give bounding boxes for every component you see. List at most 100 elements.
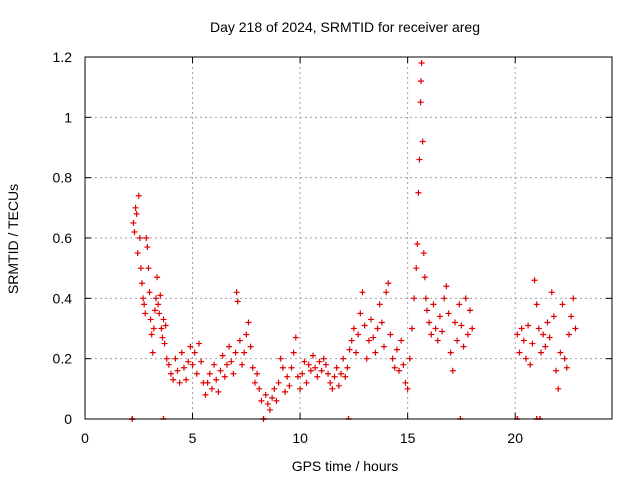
data-point	[451, 319, 458, 326]
data-point	[211, 361, 218, 368]
data-point	[355, 331, 362, 338]
data-point	[348, 337, 355, 344]
data-point	[294, 373, 301, 380]
data-point	[414, 241, 421, 248]
data-point	[202, 391, 209, 398]
data-point	[434, 337, 441, 344]
data-point	[544, 319, 551, 326]
data-point	[421, 274, 428, 281]
data-point	[183, 376, 190, 383]
x-axis-label: GPS time / hours	[292, 458, 399, 474]
data-point	[335, 382, 342, 389]
data-point	[374, 325, 381, 332]
data-point	[416, 156, 423, 163]
data-point	[230, 370, 237, 377]
data-point	[430, 301, 437, 308]
data-point	[531, 277, 538, 284]
data-point	[428, 331, 435, 338]
data-point	[353, 349, 360, 356]
data-point	[154, 274, 161, 281]
data-point	[516, 349, 523, 356]
data-point	[136, 235, 143, 241]
data-point	[264, 400, 271, 407]
data-point	[262, 391, 269, 398]
y-tick-label: 1	[64, 109, 72, 125]
data-point	[217, 367, 224, 374]
data-point	[221, 373, 228, 380]
data-point	[275, 379, 282, 386]
data-point	[518, 325, 525, 332]
data-point	[439, 328, 446, 335]
data-point	[400, 361, 407, 368]
grid-lines	[85, 57, 612, 419]
data-point	[219, 352, 226, 359]
data-point	[189, 361, 196, 368]
data-point	[193, 370, 200, 377]
data-point	[266, 406, 273, 413]
data-point	[163, 355, 170, 362]
data-point	[553, 367, 560, 374]
data-point	[292, 334, 299, 341]
data-point	[460, 343, 467, 350]
data-point	[318, 367, 325, 374]
data-point	[149, 349, 156, 356]
data-point	[303, 379, 310, 386]
data-point	[239, 361, 246, 368]
data-point	[333, 364, 340, 371]
data-point	[391, 364, 398, 371]
data-point	[368, 316, 375, 323]
data-point	[385, 280, 392, 287]
data-point	[307, 367, 314, 374]
data-point	[422, 295, 429, 302]
data-point	[310, 352, 317, 359]
data-point	[570, 295, 577, 302]
data-point	[161, 340, 168, 347]
data-point	[158, 325, 165, 332]
data-point	[357, 310, 364, 317]
data-point	[436, 313, 443, 320]
data-point	[299, 370, 306, 377]
data-point	[447, 349, 454, 356]
data-point	[548, 289, 555, 296]
data-point	[256, 385, 263, 392]
data-point	[140, 295, 147, 302]
data-point	[387, 331, 394, 338]
data-point	[522, 355, 529, 362]
data-point	[538, 349, 545, 356]
data-point	[288, 364, 295, 371]
data-point	[467, 307, 474, 314]
x-tick-label: 5	[189, 430, 197, 446]
data-point	[165, 361, 172, 368]
data-point	[282, 388, 289, 395]
data-point	[226, 343, 233, 350]
data-point	[380, 343, 387, 350]
data-point	[370, 334, 377, 341]
data-point	[178, 349, 185, 356]
data-point	[327, 379, 334, 386]
data-point	[365, 337, 372, 344]
data-point	[142, 310, 149, 317]
data-point	[346, 346, 353, 353]
data-point	[540, 331, 547, 338]
data-point	[329, 385, 336, 392]
data-point	[535, 325, 542, 332]
data-point	[514, 331, 521, 338]
data-point	[363, 355, 370, 362]
data-point	[546, 334, 553, 341]
data-point	[520, 337, 527, 344]
x-axis-ticks: 0 5 10 15 20	[81, 57, 523, 446]
data-point	[413, 265, 420, 272]
data-point	[251, 379, 258, 386]
data-point	[449, 367, 456, 374]
data-point	[402, 379, 409, 386]
data-point	[325, 370, 332, 377]
y-tick-label: 0.4	[53, 290, 73, 306]
data-point	[137, 265, 144, 272]
data-point	[174, 367, 181, 374]
data-point	[396, 367, 403, 374]
data-point	[469, 325, 476, 332]
data-point	[419, 138, 426, 145]
data-point	[151, 307, 158, 314]
data-point	[180, 364, 187, 371]
